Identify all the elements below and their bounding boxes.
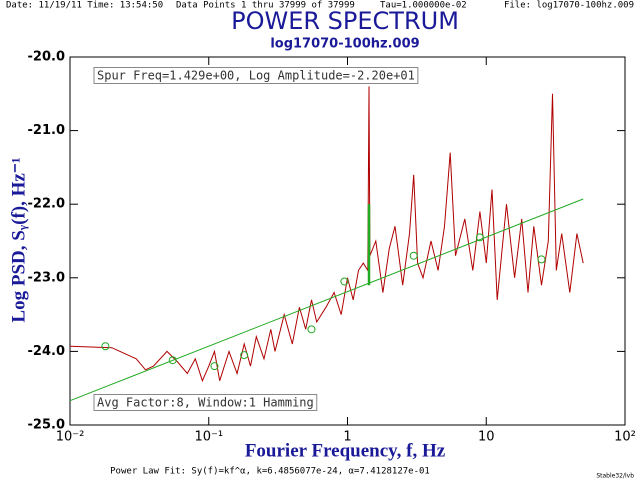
x-tick-label: 10⁻¹ (194, 430, 223, 445)
series-line (69, 198, 584, 402)
avg-point (168, 356, 177, 365)
plot-frame (69, 56, 626, 426)
x-tick-label: 10 (478, 430, 495, 445)
annotation: Spur Freq=1.429e+00, Log Amplitude=-2.20… (97, 69, 415, 83)
header-points: Data Points 1 thru 37999 of 37999 (176, 1, 355, 11)
header-date: Date: 11/19/11 Time: 13:54:50 (6, 1, 163, 11)
x-tick-label: 10² (614, 430, 636, 445)
y-tick-label: -25.0 (28, 418, 65, 433)
annotation-box (93, 394, 318, 411)
corner-label: Stable32/lvb (596, 473, 634, 480)
footer: Power Law Fit: Sy(f)=kf^α, k=6.4856077e-… (110, 467, 430, 477)
avg-point (307, 325, 316, 334)
avg-point (240, 351, 249, 360)
avg-point (409, 251, 418, 260)
chart-subtitle: log17070-100hz.009 (270, 37, 419, 52)
annotation-box (93, 67, 419, 84)
y-axis-label: Log PSD, Sᵧ(f), Hz⁻¹ (8, 157, 29, 322)
annotation: Avg Factor:8, Window:1 Hamming (97, 396, 314, 410)
y-tick-label: -21.0 (28, 123, 65, 138)
avg-point (537, 255, 546, 264)
avg-point (340, 277, 349, 286)
y-tick-label: -20.0 (28, 50, 65, 65)
chart-title: POWER SPECTRUM (231, 7, 459, 35)
x-tick-label: 10⁻² (56, 430, 85, 445)
y-tick-label: -22.0 (28, 197, 65, 212)
y-tick-label: -23.0 (28, 270, 65, 285)
x-tick-label: 1 (343, 430, 351, 445)
x-axis-label: Fourier Frequency, f, Hz (245, 440, 446, 461)
avg-point (475, 233, 484, 242)
y-tick-label: -24.0 (28, 344, 65, 359)
series-line (69, 86, 584, 383)
header-file: File: log17070-100hz.009 (504, 1, 634, 11)
header-tau: Tau=1.000000e-02 (380, 1, 467, 11)
avg-point (210, 362, 219, 371)
avg-point (101, 342, 110, 351)
